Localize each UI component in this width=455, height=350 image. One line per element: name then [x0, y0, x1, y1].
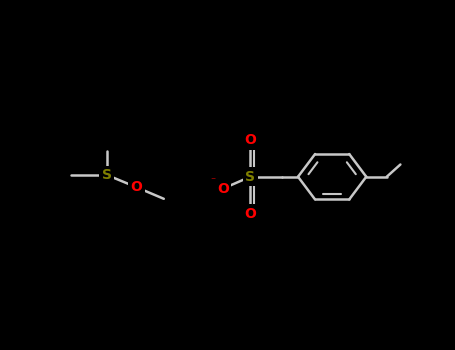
Text: O: O: [244, 133, 256, 147]
Text: O: O: [131, 180, 142, 194]
Text: O: O: [217, 182, 229, 196]
Text: S: S: [102, 168, 112, 182]
Text: S: S: [245, 170, 255, 184]
Text: O: O: [244, 206, 256, 220]
Text: ⁻: ⁻: [210, 176, 216, 186]
